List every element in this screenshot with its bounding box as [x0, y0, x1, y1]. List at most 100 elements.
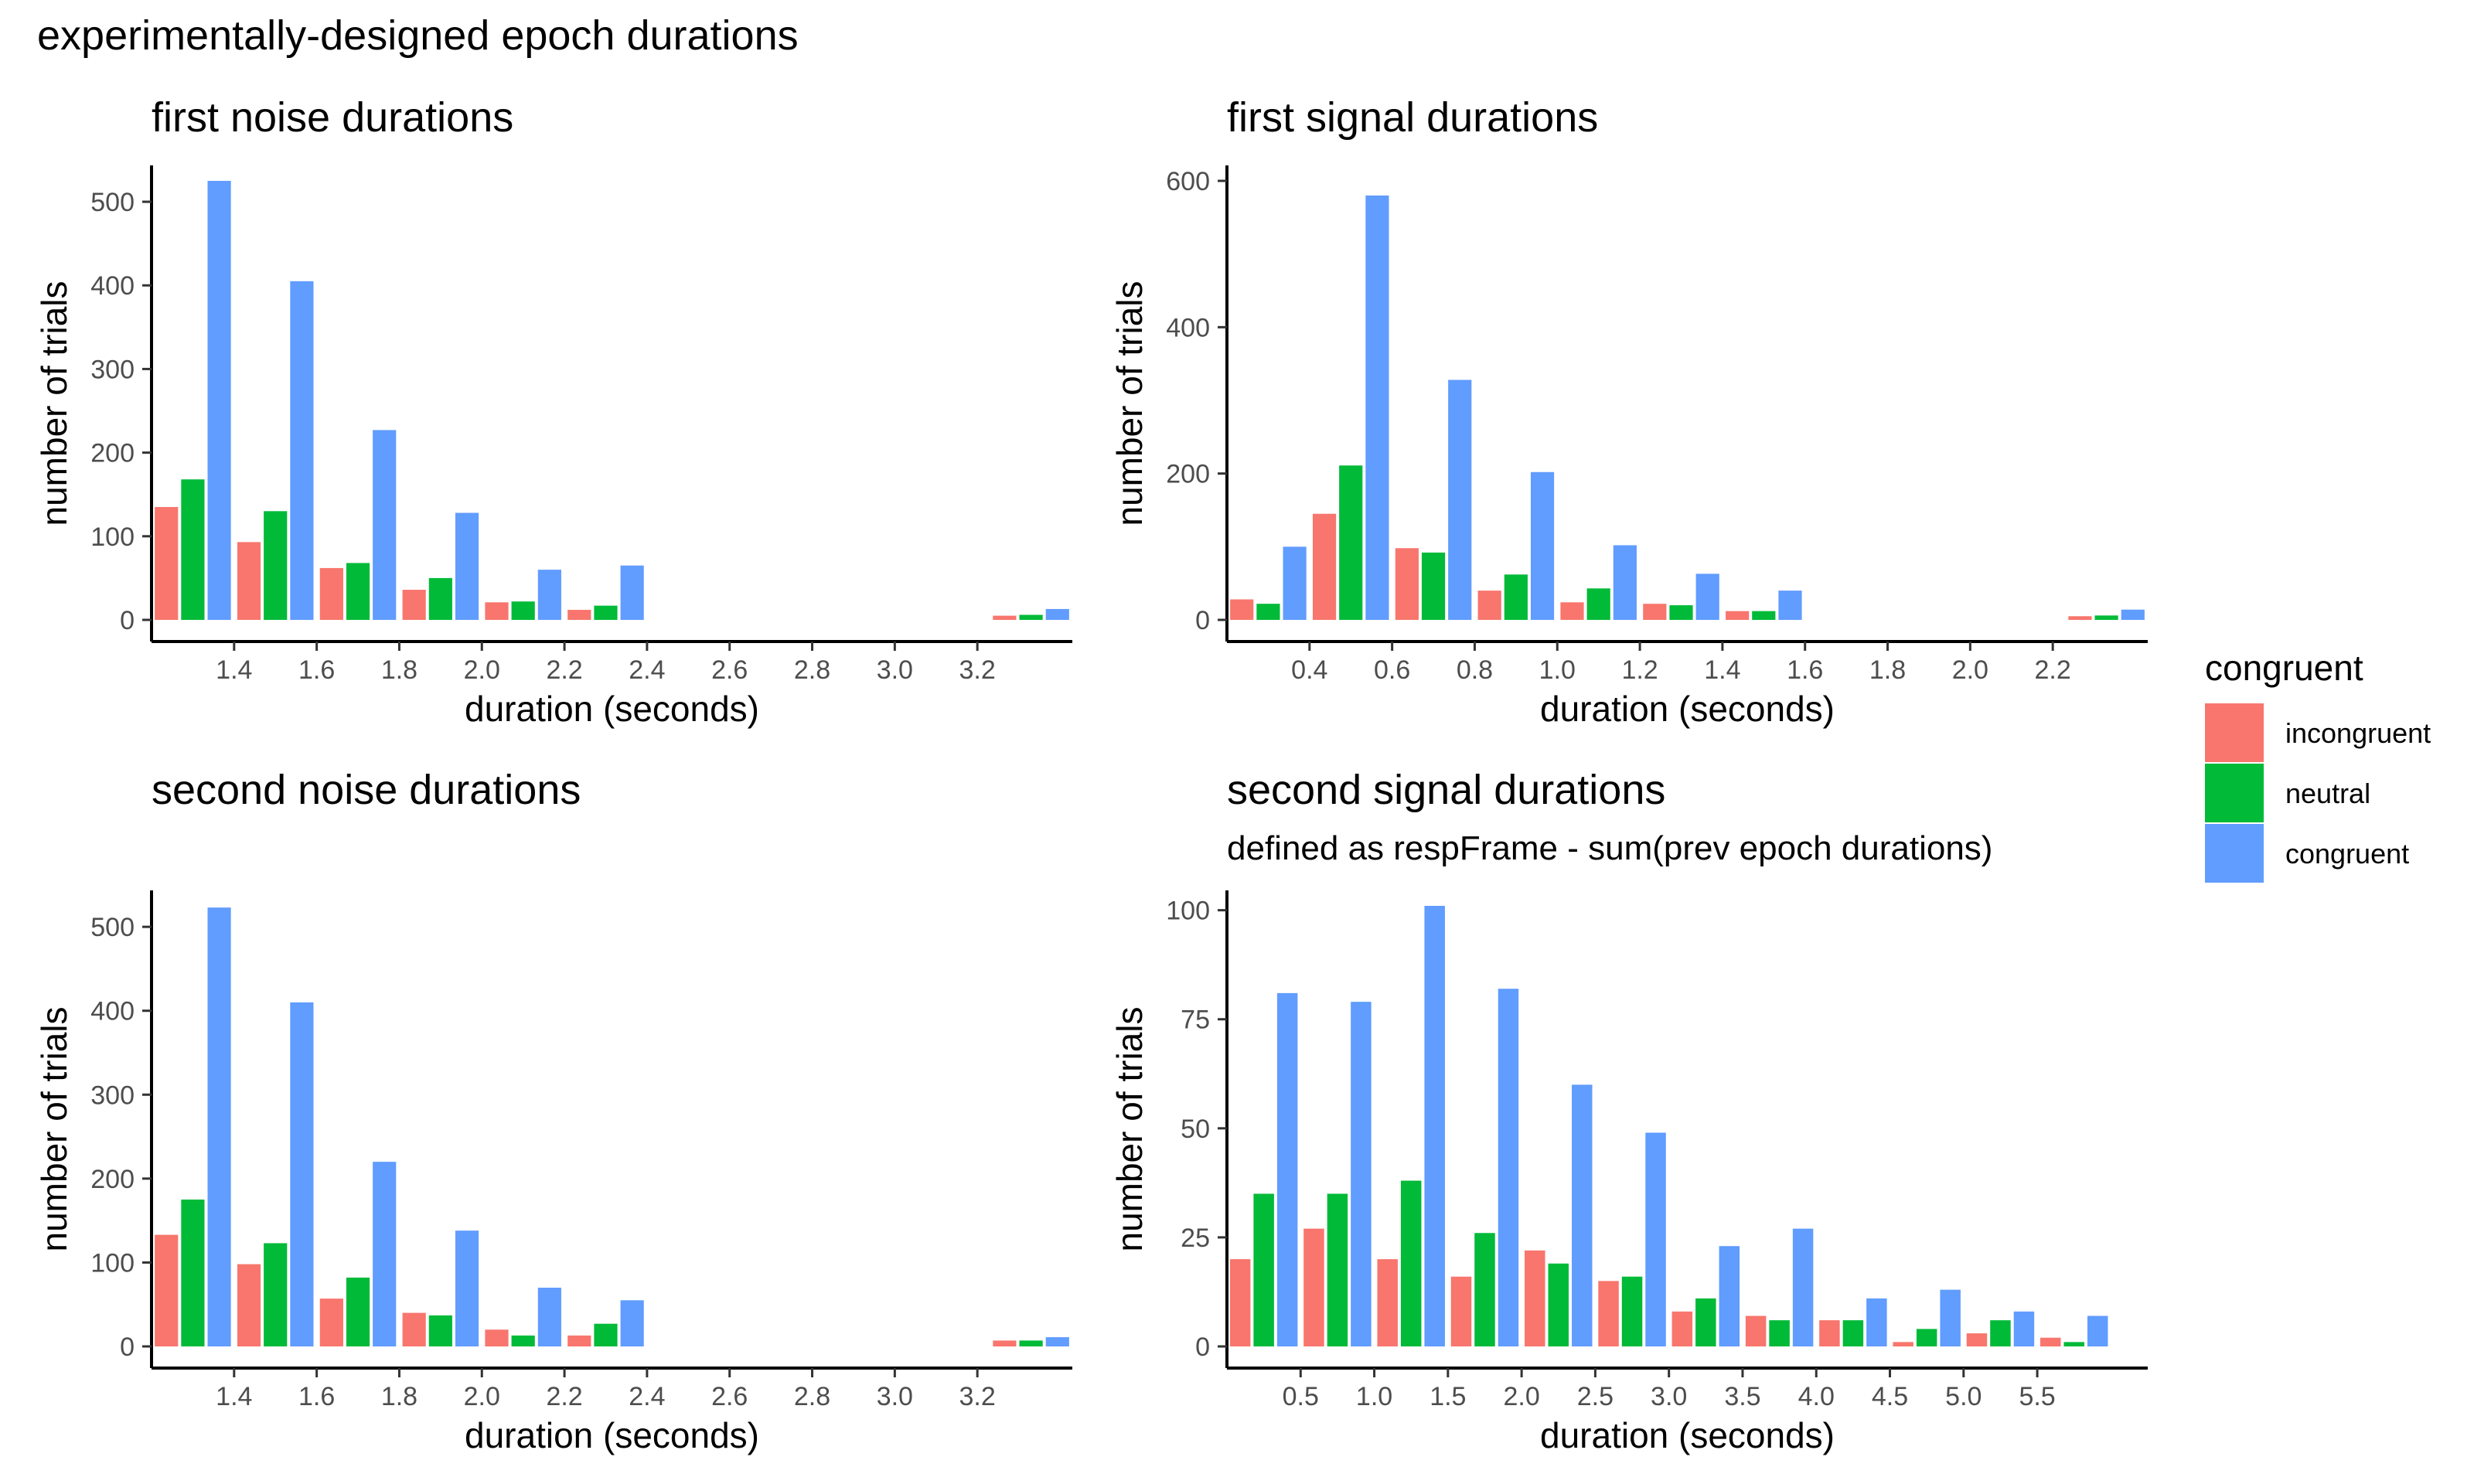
- bar-neutral: [1695, 1298, 1716, 1346]
- y-tick-label: 0: [1195, 1333, 1210, 1362]
- bar-neutral: [594, 1323, 618, 1346]
- x-tick-label: 3.0: [877, 655, 913, 685]
- bar-congruent: [455, 512, 479, 620]
- bar-neutral: [1769, 1320, 1790, 1346]
- bar-congruent: [2121, 609, 2145, 620]
- bar-incongruent: [993, 1340, 1017, 1346]
- x-tick-label: 4.5: [1872, 1382, 1908, 1411]
- panel-first-noise: first noise durations number of trials d…: [34, 94, 1072, 729]
- y-tick-label: 0: [120, 606, 135, 635]
- legend-label-congruent: congruent: [2285, 838, 2409, 870]
- bar-congruent: [1045, 1337, 1069, 1346]
- bar-incongruent: [1450, 1276, 1472, 1346]
- bar-neutral: [1548, 1263, 1569, 1346]
- legend-swatch-incongruent: [2205, 703, 2264, 762]
- x-tick-label: 0.6: [1374, 655, 1410, 685]
- x-tick-label: 1.2: [1621, 655, 1658, 685]
- legend-label-neutral: neutral: [2285, 778, 2370, 809]
- legend-swatch-neutral: [2205, 764, 2264, 822]
- bar-incongruent: [1525, 1250, 1545, 1346]
- bar-congruent: [373, 430, 397, 620]
- panel-first-signal: first signal durations number of trials …: [1109, 94, 2148, 729]
- bar-congruent: [1645, 1132, 1666, 1346]
- bar-congruent: [1613, 545, 1637, 620]
- y-tick-label: 50: [1181, 1115, 1210, 1144]
- x-tick-label: 1.0: [1539, 655, 1576, 685]
- bar-congruent: [1695, 574, 1719, 620]
- x-tick-label: 1.6: [298, 1382, 335, 1411]
- bar-incongruent: [1229, 1259, 1251, 1346]
- bar-congruent: [2013, 1311, 2035, 1346]
- bar-incongruent: [567, 610, 591, 620]
- x-tick-label: 2.2: [2035, 655, 2071, 685]
- bar-neutral: [594, 605, 618, 620]
- bar-neutral: [1474, 1233, 1495, 1346]
- panel-title: second signal durations: [1227, 767, 1665, 813]
- bar-congruent: [290, 281, 314, 620]
- bar-neutral: [1327, 1193, 1348, 1346]
- bar-neutral: [1842, 1320, 1864, 1346]
- bar-congruent: [1572, 1084, 1593, 1346]
- bar-incongruent: [1560, 602, 1584, 620]
- bar-neutral: [1586, 588, 1610, 620]
- x-tick-label: 1.0: [1356, 1382, 1392, 1411]
- bar-neutral: [264, 511, 288, 620]
- bar-congruent: [620, 1300, 644, 1346]
- bar-incongruent: [1598, 1281, 1619, 1346]
- bar-congruent: [290, 1002, 314, 1346]
- y-tick-label: 400: [1166, 313, 1210, 342]
- bar-incongruent: [1312, 513, 1337, 620]
- bar-congruent: [2087, 1316, 2108, 1346]
- y-tick-label: 600: [1166, 167, 1210, 196]
- panel-title: first signal durations: [1227, 94, 1598, 141]
- panel-second-signal: second signal durations defined as respF…: [1109, 767, 2148, 1455]
- x-tick-label: 1.4: [216, 1382, 252, 1411]
- panel-second-noise: second noise durations number of trials …: [34, 767, 1072, 1455]
- y-tick-label: 200: [1166, 460, 1210, 489]
- bar-incongruent: [237, 542, 261, 620]
- bar-incongruent: [155, 1234, 179, 1346]
- bar-congruent: [1045, 608, 1069, 620]
- bar-incongruent: [155, 506, 179, 620]
- bar-congruent: [207, 181, 231, 620]
- bar-incongruent: [1377, 1259, 1398, 1346]
- x-tick-label: 1.8: [381, 1382, 417, 1411]
- bar-neutral: [346, 563, 370, 620]
- x-tick-label: 0.4: [1291, 655, 1327, 685]
- y-tick-label: 100: [90, 522, 135, 552]
- x-tick-label: 4.0: [1798, 1382, 1835, 1411]
- bar-incongruent: [402, 1312, 426, 1346]
- y-axis-label: number of trials: [34, 281, 74, 526]
- bar-congruent: [537, 1288, 561, 1346]
- y-tick-label: 500: [90, 913, 135, 942]
- x-tick-label: 2.0: [464, 655, 500, 685]
- y-tick-label: 0: [120, 1333, 135, 1362]
- bar-incongruent: [485, 1329, 509, 1346]
- x-tick-label: 1.6: [1787, 655, 1823, 685]
- bar-incongruent: [1230, 599, 1254, 620]
- x-tick-label: 1.4: [216, 655, 252, 685]
- bar-congruent: [1365, 195, 1389, 620]
- x-axis-label: duration (seconds): [465, 689, 759, 729]
- bar-neutral: [346, 1277, 370, 1346]
- x-tick-label: 0.8: [1457, 655, 1493, 685]
- bar-neutral: [511, 601, 535, 620]
- bar-incongruent: [1643, 604, 1667, 620]
- x-tick-label: 2.4: [629, 1382, 665, 1411]
- bar-neutral: [511, 1335, 535, 1346]
- x-tick-label: 5.5: [2019, 1382, 2055, 1411]
- bar-neutral: [1400, 1180, 1422, 1346]
- bar-neutral: [1752, 611, 1776, 620]
- bar-congruent: [1424, 906, 1445, 1346]
- x-tick-label: 3.0: [877, 1382, 913, 1411]
- x-tick-label: 3.2: [959, 1382, 996, 1411]
- bar-congruent: [207, 907, 231, 1346]
- bar-neutral: [1621, 1276, 1643, 1346]
- x-tick-label: 2.2: [546, 1382, 582, 1411]
- bar-incongruent: [485, 602, 509, 620]
- bar-neutral: [1253, 1193, 1274, 1346]
- legend-title: congruent: [2205, 648, 2363, 688]
- y-tick-label: 300: [90, 1081, 135, 1110]
- bar-neutral: [1504, 574, 1528, 620]
